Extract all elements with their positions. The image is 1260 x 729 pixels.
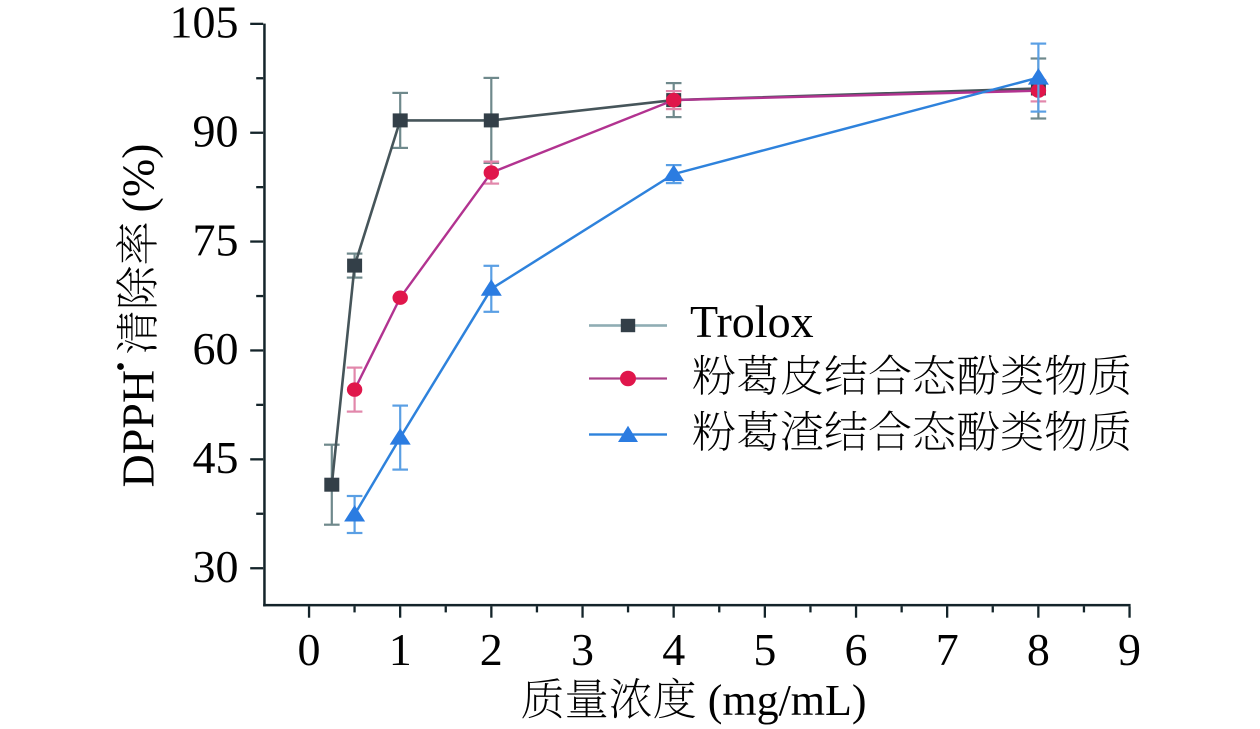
svg-text:60: 60 xyxy=(193,323,239,374)
svg-text:9: 9 xyxy=(1118,624,1141,675)
svg-text:(%): (%) xyxy=(113,144,164,224)
svg-text:2: 2 xyxy=(480,624,503,675)
svg-text:DPPH: DPPH xyxy=(113,370,164,488)
svg-text:75: 75 xyxy=(193,214,239,265)
svg-text:0: 0 xyxy=(298,624,321,675)
svg-text:6: 6 xyxy=(845,624,868,675)
svg-text:90: 90 xyxy=(193,105,239,156)
svg-text:105: 105 xyxy=(170,0,239,48)
svg-text:Trolox: Trolox xyxy=(690,296,814,347)
svg-text:5: 5 xyxy=(753,624,776,675)
svg-text:30: 30 xyxy=(193,541,239,592)
svg-text:3: 3 xyxy=(571,624,594,675)
svg-text:8: 8 xyxy=(1027,624,1050,675)
svg-text:45: 45 xyxy=(193,432,239,483)
svg-text:1: 1 xyxy=(389,624,412,675)
svg-text:4: 4 xyxy=(662,624,685,675)
svg-text:(mg/mL): (mg/mL) xyxy=(697,676,867,725)
svg-text:7: 7 xyxy=(936,624,959,675)
